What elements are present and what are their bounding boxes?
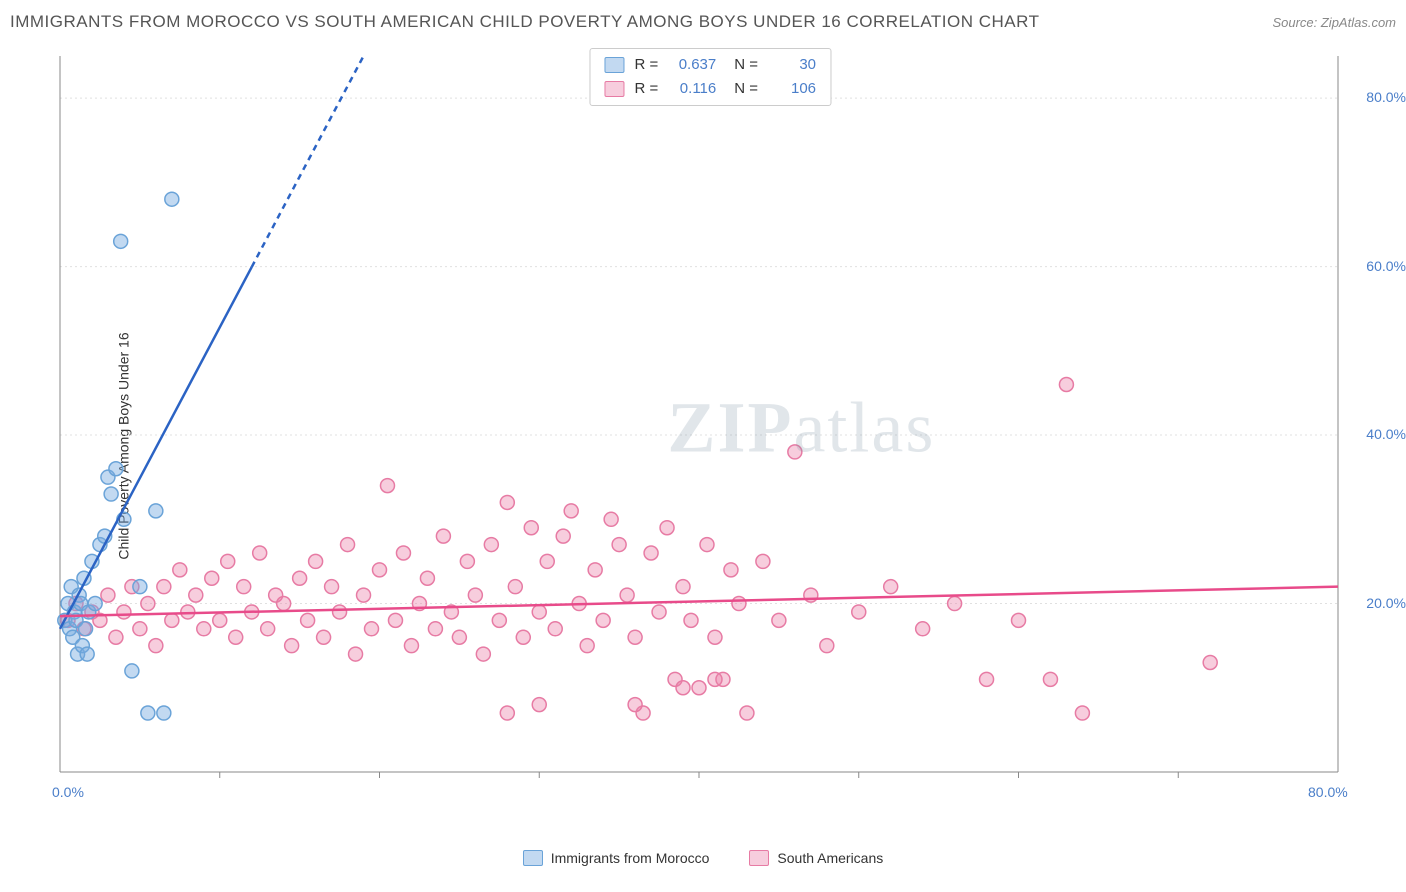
legend-label: South Americans <box>777 850 883 866</box>
n-value: 106 <box>768 77 816 101</box>
correlation-row: R = 0.116 N = 106 <box>604 77 816 101</box>
scatter-plot-svg <box>56 46 1378 802</box>
y-tick-label: 60.0% <box>1346 258 1406 274</box>
y-tick-label: 40.0% <box>1346 426 1406 442</box>
chart-header: IMMIGRANTS FROM MOROCCO VS SOUTH AMERICA… <box>10 12 1396 32</box>
legend-label: Immigrants from Morocco <box>551 850 710 866</box>
correlation-swatch-icon <box>604 57 624 73</box>
r-value: 0.116 <box>668 77 716 101</box>
series-legend: Immigrants from Morocco South Americans <box>0 850 1406 866</box>
r-label: R = <box>634 77 658 101</box>
r-label: R = <box>634 53 658 77</box>
n-label: N = <box>734 53 758 77</box>
n-value: 30 <box>768 53 816 77</box>
x-tick-label: 0.0% <box>52 784 84 800</box>
y-tick-label: 20.0% <box>1346 595 1406 611</box>
legend-swatch-icon <box>749 850 769 866</box>
y-tick-label: 80.0% <box>1346 89 1406 105</box>
legend-swatch-icon <box>523 850 543 866</box>
chart-source: Source: ZipAtlas.com <box>1272 15 1396 30</box>
correlation-box: R = 0.637 N = 30 R = 0.116 N = 106 <box>589 48 831 106</box>
correlation-swatch-icon <box>604 81 624 97</box>
correlation-row: R = 0.637 N = 30 <box>604 53 816 77</box>
plot-area <box>56 46 1378 802</box>
x-tick-label: 80.0% <box>1308 784 1348 800</box>
chart-title: IMMIGRANTS FROM MOROCCO VS SOUTH AMERICA… <box>10 12 1039 32</box>
n-label: N = <box>734 77 758 101</box>
r-value: 0.637 <box>668 53 716 77</box>
legend-item: Immigrants from Morocco <box>523 850 710 866</box>
legend-item: South Americans <box>749 850 883 866</box>
